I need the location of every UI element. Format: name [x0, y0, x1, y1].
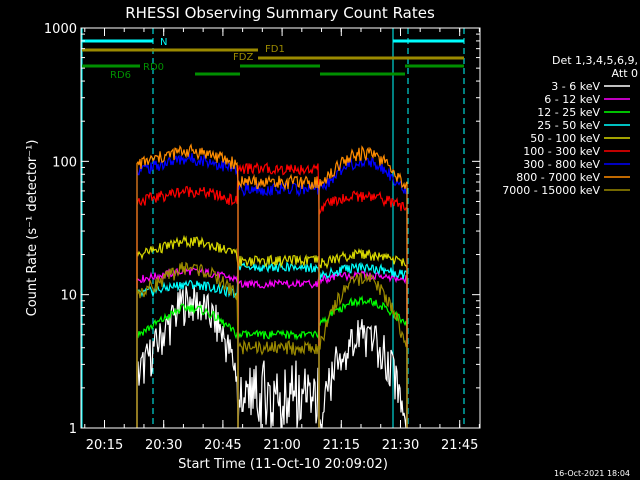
x-tick-label: 21:00: [263, 438, 300, 453]
series-line: [136, 143, 408, 428]
plot-frame: [80, 27, 481, 429]
series-line: [136, 161, 408, 428]
flag-label: FDZ: [233, 52, 253, 63]
x-tick-label: 20:45: [204, 438, 241, 453]
x-axis-label: Start Time (11-Oct-10 20:09:02): [178, 457, 388, 472]
legend-header: Att 0: [612, 67, 638, 80]
y-tick-label: 1: [69, 422, 77, 437]
legend-label: 7000 - 15000 keV: [502, 184, 600, 197]
x-tick-label: 21:15: [323, 438, 360, 453]
legend-label: 100 - 300 keV: [523, 145, 600, 158]
x-tick-label: 21:45: [441, 438, 478, 453]
legend-label: 6 - 12 keV: [544, 93, 600, 106]
flag-label: FD1: [265, 44, 285, 55]
legend-label: 12 - 25 keV: [537, 106, 600, 119]
y-tick-label: 100: [52, 155, 77, 170]
legend-label: 800 - 7000 keV: [516, 171, 600, 184]
y-tick-label: 1000: [44, 22, 77, 37]
flag-label: RD6: [110, 70, 131, 81]
legend-label: 25 - 50 keV: [537, 119, 600, 132]
chart-title: RHESSI Observing Summary Count Rates: [125, 4, 435, 22]
x-tick-label: 20:15: [86, 438, 123, 453]
data-layer: N FD1 FDZ RD0 RD6: [81, 28, 465, 429]
y-axis-label: Count Rate (s⁻¹ detector⁻¹): [25, 140, 40, 317]
series-line: [136, 153, 408, 428]
series-line: [136, 285, 408, 429]
series-line: [136, 234, 408, 428]
flag-label: N: [160, 37, 167, 48]
legend-label: 50 - 100 keV: [530, 132, 600, 145]
y-tick-label: 10: [60, 289, 77, 304]
footer-timestamp: 16-Oct-2021 18:04: [554, 469, 630, 478]
series-line: [136, 261, 408, 428]
x-tick-label: 20:30: [145, 438, 182, 453]
legend-label: 3 - 6 keV: [551, 80, 600, 93]
axis-layer: 1 10 100 1000 20:15 20:30 20:45 21:00 21:15 21:30…: [44, 22, 481, 453]
legend-header: Det 1,3,4,5,6,9,: [552, 54, 638, 67]
flag-label: RD0: [143, 62, 164, 73]
series-line: [136, 261, 408, 428]
legend-label: 300 - 800 keV: [523, 158, 600, 171]
x-tick-label: 21:30: [382, 438, 419, 453]
